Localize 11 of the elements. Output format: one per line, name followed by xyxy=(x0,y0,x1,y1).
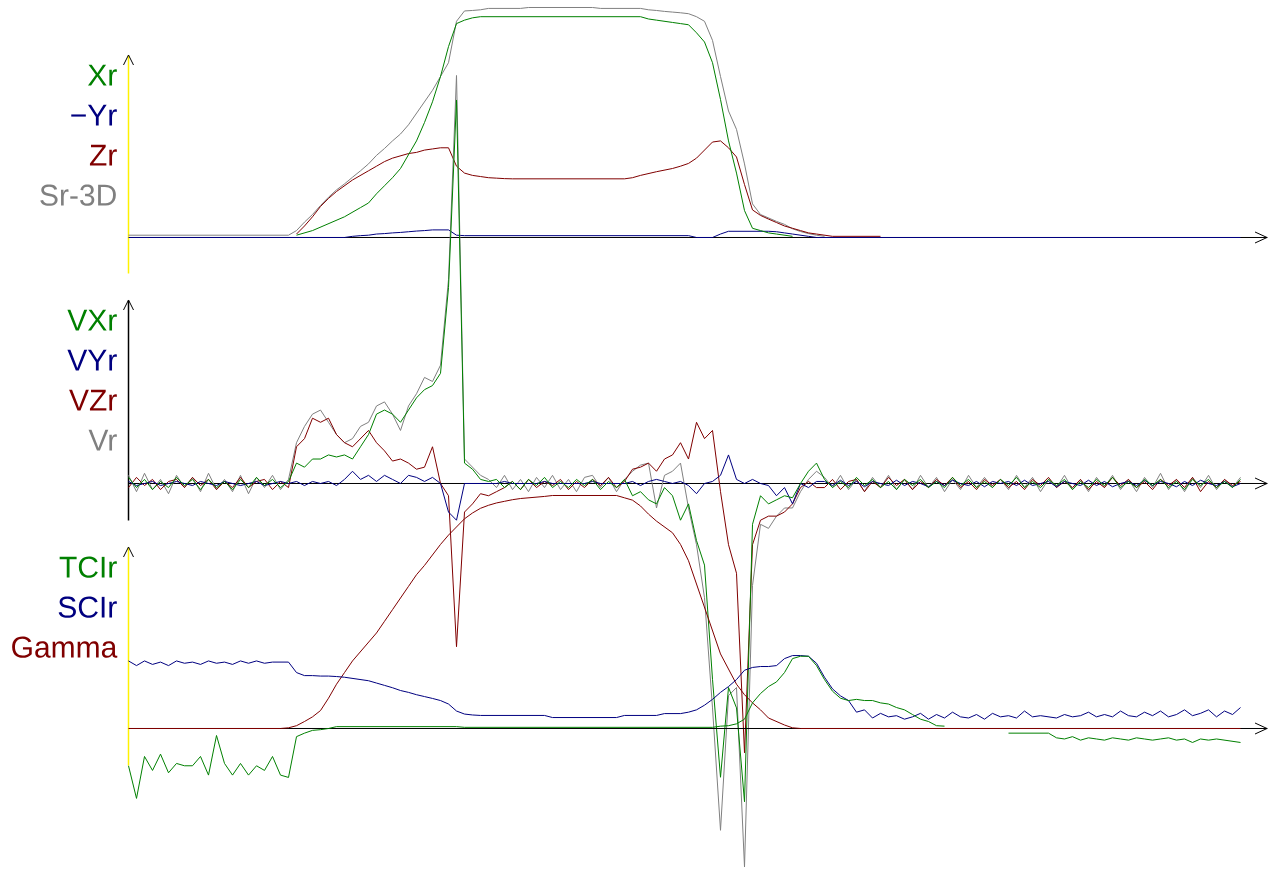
text: VZr xyxy=(69,389,117,411)
text: Gamma xyxy=(12,636,118,658)
text: VYr xyxy=(67,349,117,371)
text: VXr xyxy=(67,309,117,331)
text: Zr xyxy=(89,144,117,166)
series-label: Sr-3D xyxy=(40,184,116,206)
text: TCIr xyxy=(59,556,117,578)
series-label: Vr xyxy=(88,429,117,451)
text: −Yr xyxy=(71,104,117,126)
text: Xr xyxy=(87,64,117,86)
series-label: SCIr xyxy=(58,596,117,618)
